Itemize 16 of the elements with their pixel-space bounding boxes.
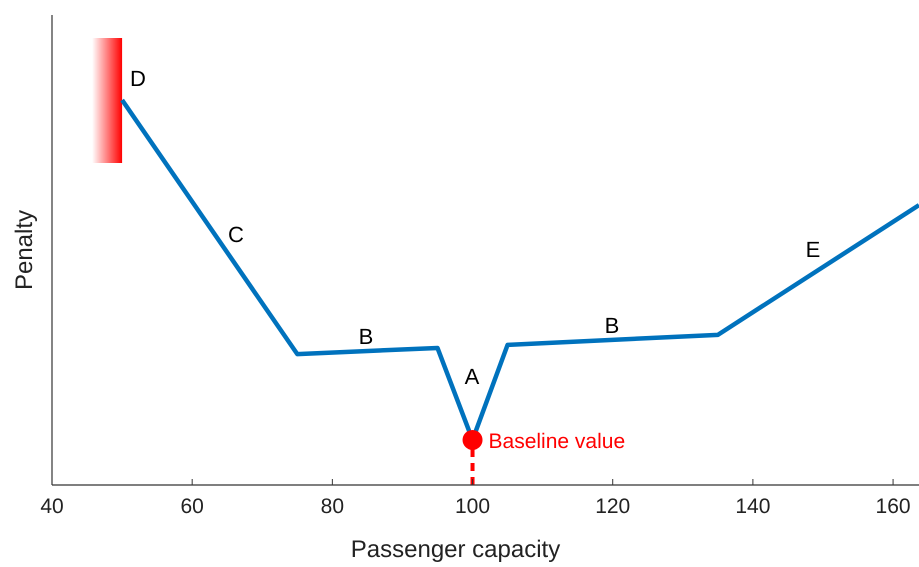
x-tick-label: 120 <box>595 495 630 518</box>
annotation: B <box>358 324 374 349</box>
x-axis-title: Passenger capacity <box>350 536 560 563</box>
x-tick-label: 40 <box>40 495 64 518</box>
annotation: E <box>806 237 820 262</box>
annotation: C <box>228 222 244 247</box>
annotation: A <box>464 364 480 389</box>
x-tick-label: 160 <box>876 495 911 518</box>
x-tick-label: 60 <box>180 495 204 518</box>
annotation: B <box>604 313 620 338</box>
text: D <box>130 66 146 91</box>
x-tick-label: 80 <box>320 495 344 518</box>
x-tick-label: 100 <box>455 495 490 518</box>
annotation: Baseline value <box>488 430 626 453</box>
y-axis-title: Penalty <box>11 210 38 290</box>
x-tick-label: 140 <box>735 495 770 518</box>
